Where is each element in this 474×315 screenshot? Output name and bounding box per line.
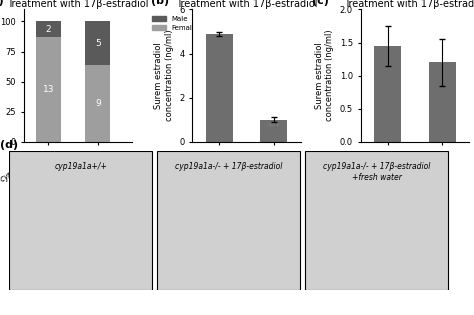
Bar xyxy=(374,46,401,142)
Text: (d): (d) xyxy=(0,140,18,150)
Text: 5: 5 xyxy=(95,39,100,48)
Bar xyxy=(36,21,61,37)
Bar xyxy=(85,65,110,142)
Text: ***: *** xyxy=(267,123,280,132)
FancyBboxPatch shape xyxy=(9,151,152,290)
Text: cyp19a1a-/- + 17β-estradiol: cyp19a1a-/- + 17β-estradiol xyxy=(175,162,283,171)
Y-axis label: Surem estradiol
concentration (ng/ml): Surem estradiol concentration (ng/ml) xyxy=(315,30,334,121)
Text: 2: 2 xyxy=(46,25,51,34)
Title: Treatment with 17β-estradiol: Treatment with 17β-estradiol xyxy=(7,0,149,9)
Text: (c): (c) xyxy=(312,0,328,6)
FancyBboxPatch shape xyxy=(157,151,300,290)
Bar xyxy=(260,120,287,142)
Legend: Male, Female: Male, Female xyxy=(149,13,200,34)
Title: Treatment with 17β-estradiol: Treatment with 17β-estradiol xyxy=(176,0,317,9)
Text: cyp19a1a+/+: cyp19a1a+/+ xyxy=(55,162,107,171)
Title: Treatment with 17β-estradiol: Treatment with 17β-estradiol xyxy=(344,0,474,9)
Text: 13: 13 xyxy=(43,85,54,94)
Bar xyxy=(206,34,233,142)
Bar xyxy=(428,62,456,142)
Bar xyxy=(85,21,110,65)
Text: (a): (a) xyxy=(0,0,3,6)
Text: cyp19a1a-/- + 17β-estradiol
+fresh water: cyp19a1a-/- + 17β-estradiol +fresh water xyxy=(323,162,430,182)
Text: (b): (b) xyxy=(151,0,169,6)
Bar xyxy=(36,37,61,142)
Text: 9: 9 xyxy=(95,99,100,108)
Y-axis label: Surem estradiol
concentration (ng/ml): Surem estradiol concentration (ng/ml) xyxy=(154,30,173,121)
FancyBboxPatch shape xyxy=(305,151,448,290)
